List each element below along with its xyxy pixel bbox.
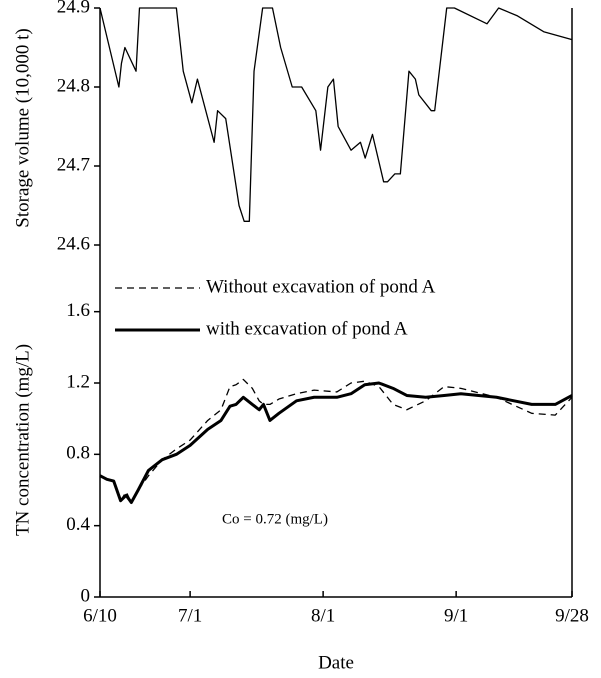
x-tick-label: 9/1 <box>444 605 468 626</box>
y-tick-label: 1.6 <box>66 300 90 321</box>
y-tick-label: 24.8 <box>57 75 90 96</box>
y-axis-title: Storage volume (10,000 t) <box>12 28 33 227</box>
data-line <box>99 381 573 504</box>
y-tick-label: 24.9 <box>57 0 90 17</box>
y-tick-label: 1.2 <box>66 371 90 392</box>
y-axis-title: TN concentration (mg/L) <box>12 344 33 536</box>
x-tick-label: 8/1 <box>311 605 335 626</box>
y-tick-label: 0 <box>81 585 91 606</box>
legend-label: Without excavation of pond A <box>206 276 436 297</box>
x-tick-label: 7/1 <box>178 605 202 626</box>
data-line <box>99 7 573 222</box>
y-tick-label: 0.8 <box>66 443 90 464</box>
x-tick-label: 9/28 <box>555 605 589 626</box>
x-tick-label: 6/10 <box>83 605 117 626</box>
legend-label: with excavation of pond A <box>206 318 408 339</box>
y-tick-label: 0.4 <box>66 514 90 535</box>
y-tick-label: 24.7 <box>57 154 90 175</box>
x-axis-title: Date <box>318 652 354 673</box>
y-tick-label: 24.6 <box>57 233 90 254</box>
annotation: Co = 0.72 (mg/L) <box>222 511 328 527</box>
